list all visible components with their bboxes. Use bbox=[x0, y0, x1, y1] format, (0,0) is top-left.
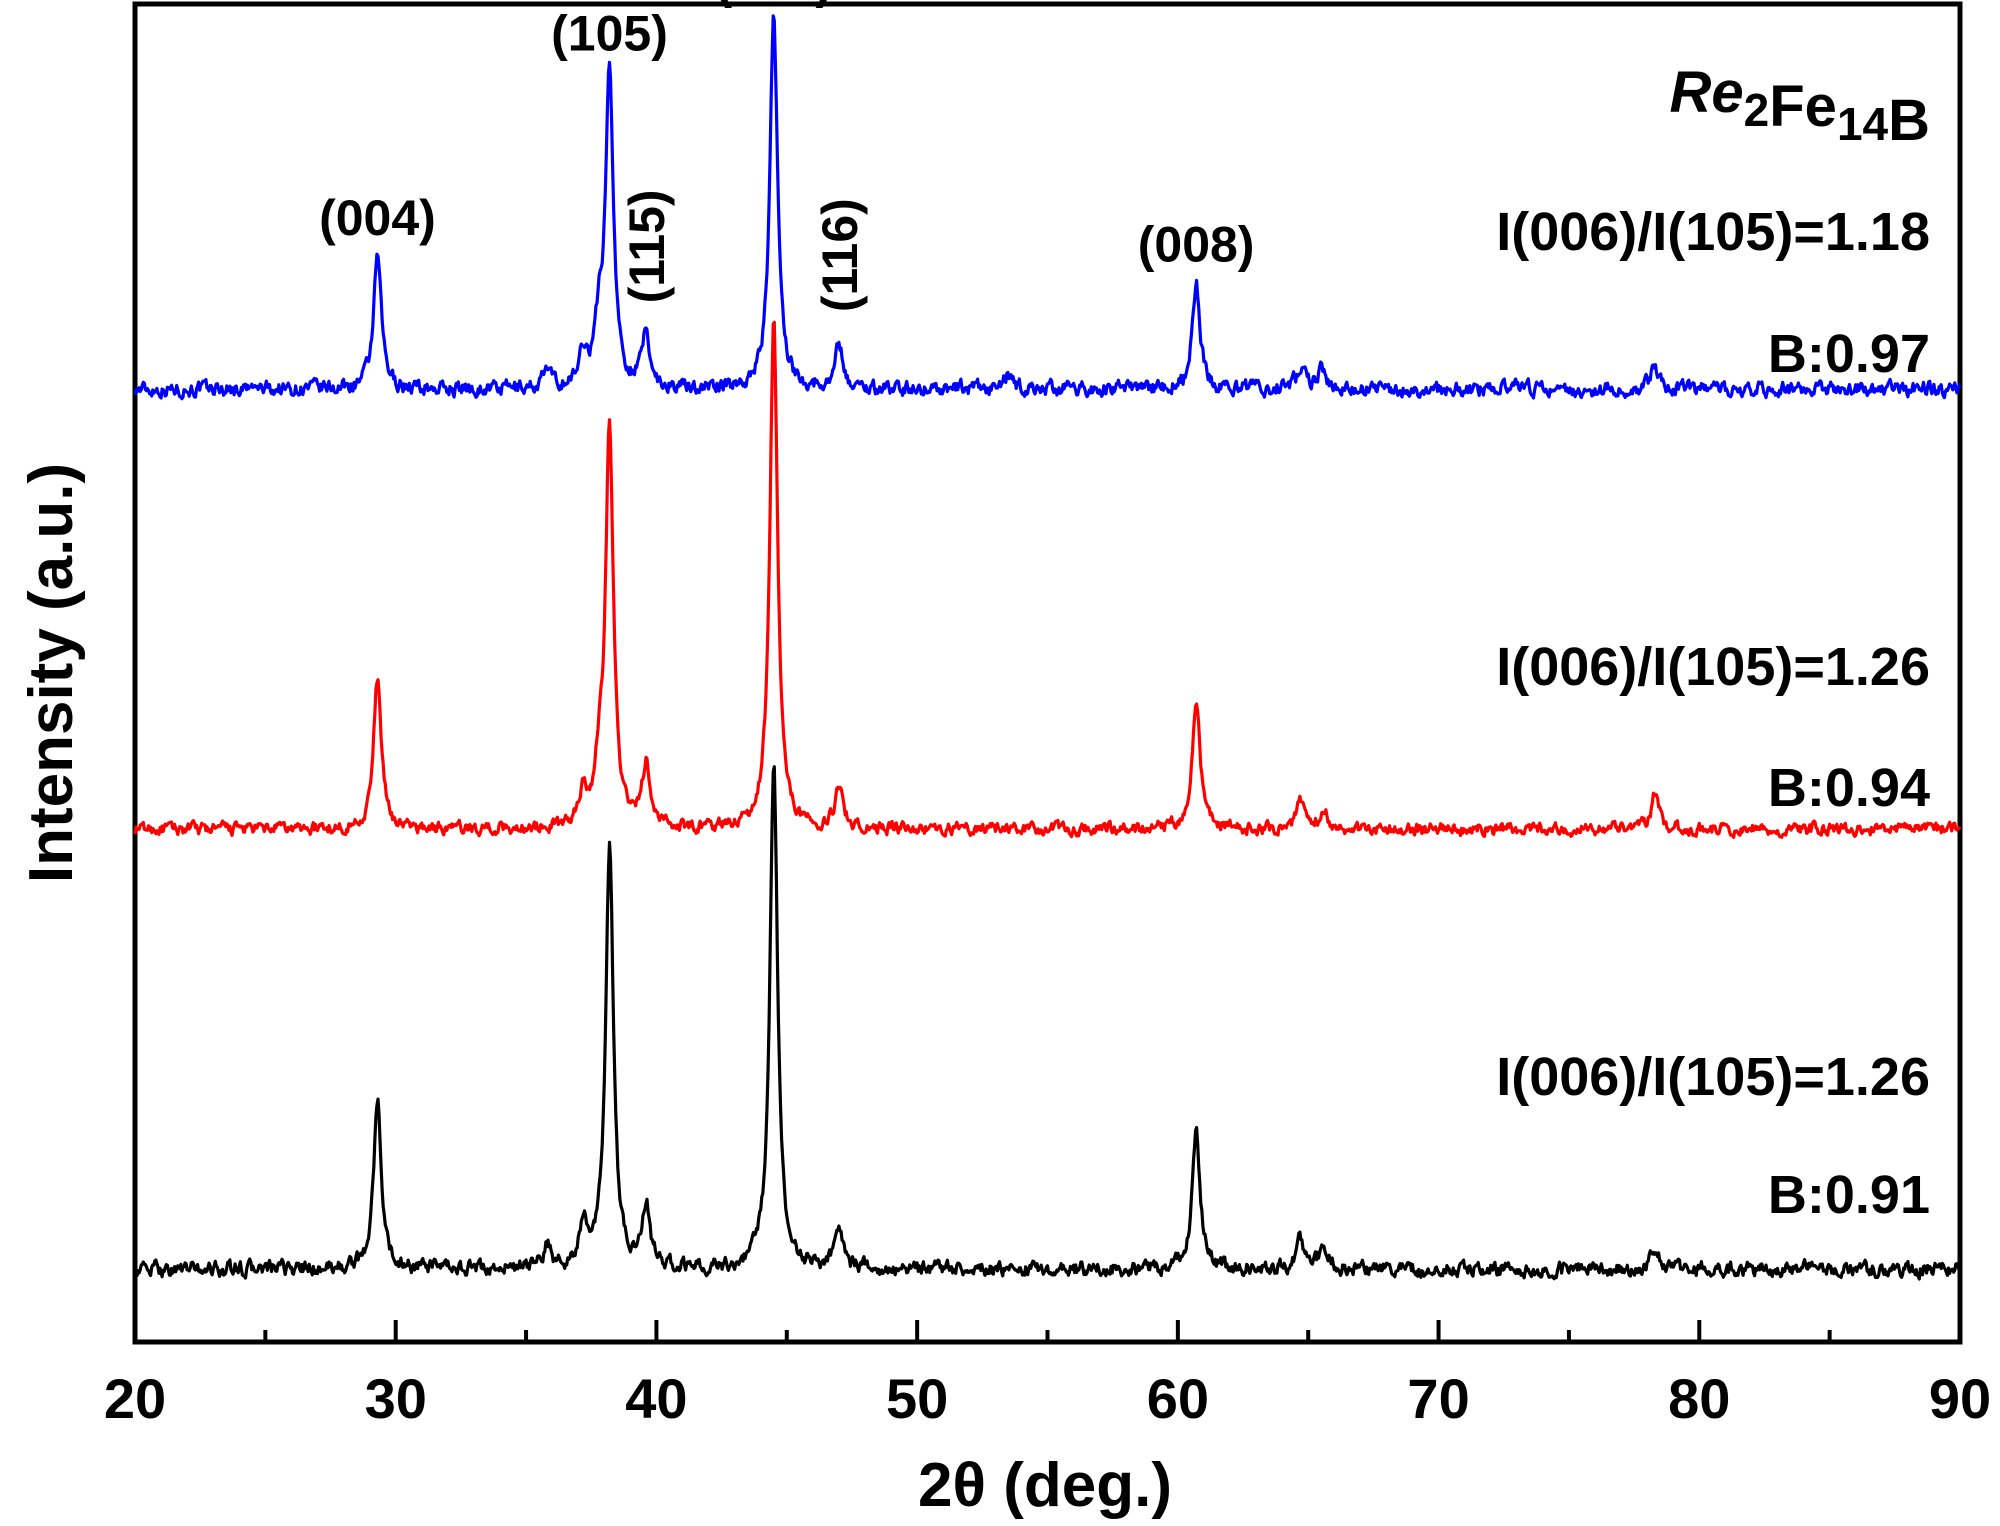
peak-label: (008) bbox=[1138, 217, 1255, 273]
y-axis-title: Intensity (a.u.) bbox=[17, 463, 86, 883]
x-tick-label: 90 bbox=[1929, 1367, 1991, 1430]
annotations: I(006)/I(105)=1.18 B:0.97 I(006)/I(105)=1.… bbox=[1496, 202, 1930, 1225]
x-tick-label: 70 bbox=[1407, 1367, 1469, 1430]
x-tick-label: 20 bbox=[104, 1367, 166, 1430]
x-tick-label: 80 bbox=[1668, 1367, 1730, 1430]
peak-label: (115) bbox=[619, 189, 675, 303]
formula-label: Re2Fe14B bbox=[1670, 60, 1931, 153]
peak-labels: (004) (105) (115) (006) (116) (008) bbox=[319, 0, 1254, 312]
x-tick-label: 30 bbox=[365, 1367, 427, 1430]
ratio-annotation: I(006)/I(105)=1.26 bbox=[1496, 637, 1930, 697]
b-annotation: B:0.97 bbox=[1768, 324, 1930, 384]
x-tick-label: 40 bbox=[625, 1367, 687, 1430]
peak-label: (105) bbox=[551, 5, 668, 61]
formula-part: 2 bbox=[1744, 84, 1770, 136]
formula-part: B bbox=[1888, 88, 1930, 153]
series-line-0 bbox=[133, 14, 1962, 401]
b-annotation: B:0.91 bbox=[1768, 1165, 1930, 1225]
x-tick-label: 50 bbox=[886, 1367, 948, 1430]
formula-part: Re bbox=[1670, 60, 1744, 125]
formula-part: 14 bbox=[1837, 98, 1889, 150]
x-axis-ticks: 20 30 40 50 60 70 80 90 bbox=[104, 1320, 1991, 1430]
series-line-2 bbox=[134, 765, 1962, 1281]
ratio-annotation: I(006)/I(105)=1.26 bbox=[1496, 1047, 1930, 1107]
peak-label: (004) bbox=[319, 190, 436, 246]
series-line-1 bbox=[133, 320, 1962, 839]
x-tick-label: 60 bbox=[1147, 1367, 1209, 1430]
ratio-annotation: I(006)/I(105)=1.18 bbox=[1496, 202, 1930, 262]
series-group bbox=[133, 14, 1962, 1281]
x-axis-title: 2θ (deg.) bbox=[918, 1451, 1172, 1520]
b-annotation: B:0.94 bbox=[1768, 758, 1930, 818]
peak-label: (006) bbox=[715, 0, 832, 9]
formula-part: Fe bbox=[1769, 74, 1837, 139]
peak-label: (116) bbox=[812, 198, 868, 312]
